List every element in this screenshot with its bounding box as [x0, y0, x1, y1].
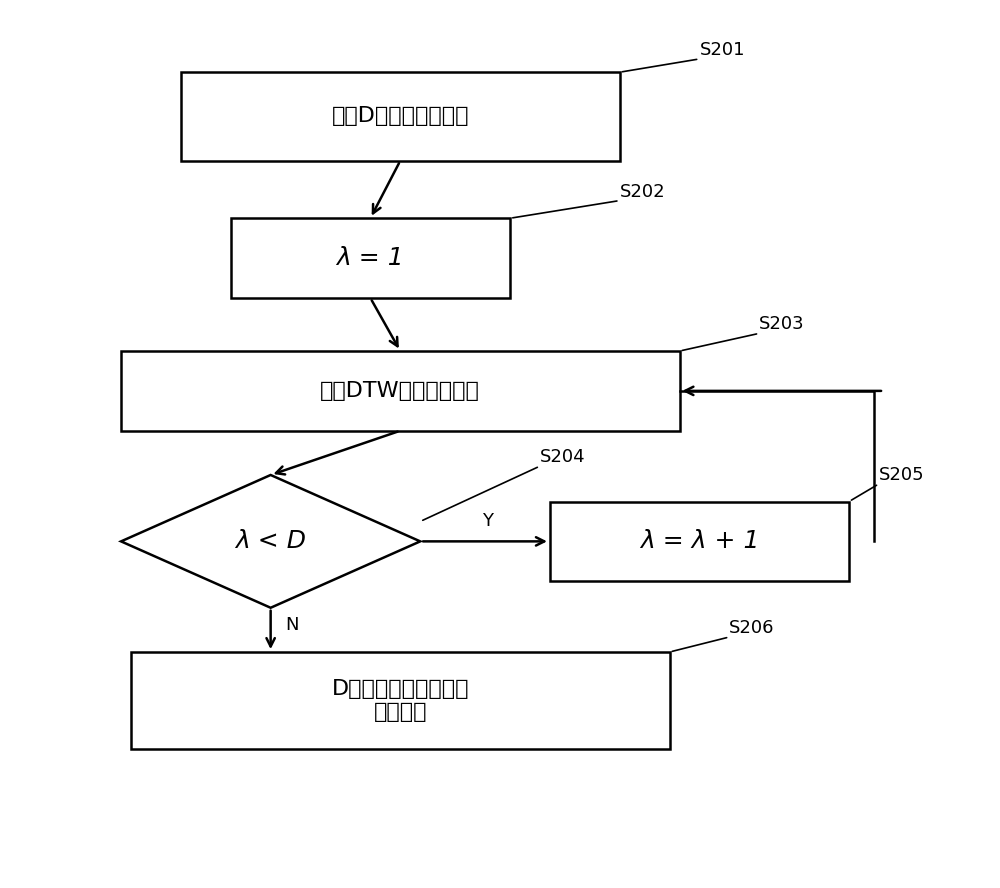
- Text: S203: S203: [759, 315, 805, 333]
- FancyBboxPatch shape: [131, 652, 670, 749]
- Text: λ = λ + 1: λ = λ + 1: [640, 529, 759, 553]
- FancyBboxPatch shape: [181, 72, 620, 161]
- FancyBboxPatch shape: [231, 218, 510, 298]
- FancyBboxPatch shape: [550, 502, 849, 582]
- Text: λ = 1: λ = 1: [337, 246, 404, 270]
- Text: S202: S202: [620, 183, 665, 201]
- Text: S201: S201: [699, 41, 745, 59]
- Text: 获取D个参考批次数据: 获取D个参考批次数据: [332, 107, 469, 126]
- Text: Y: Y: [482, 511, 493, 530]
- Text: S205: S205: [879, 466, 925, 484]
- Text: 改进DTW算法等长同步: 改进DTW算法等长同步: [320, 381, 480, 400]
- Text: N: N: [286, 615, 299, 633]
- Text: D个同步数据平均得到
同步结果: D个同步数据平均得到 同步结果: [332, 679, 469, 722]
- Text: S206: S206: [729, 619, 775, 637]
- FancyBboxPatch shape: [121, 351, 680, 431]
- Polygon shape: [121, 475, 420, 607]
- Text: S204: S204: [540, 448, 586, 466]
- Text: λ < D: λ < D: [235, 529, 306, 553]
